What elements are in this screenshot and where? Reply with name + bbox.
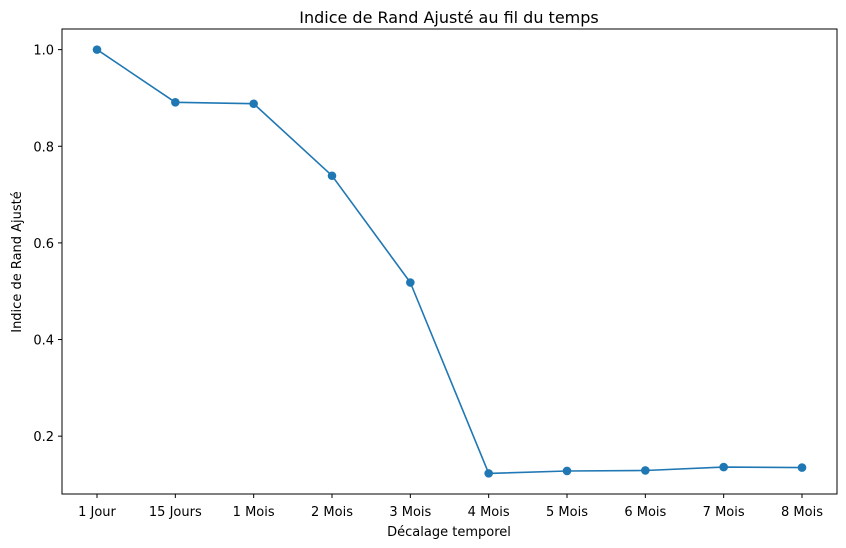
y-axis: 0.2 0.4 0.6 0.8 1.0 bbox=[33, 44, 62, 445]
y-tick-label: 0.2 bbox=[33, 430, 54, 445]
series-layer bbox=[92, 45, 807, 478]
series-line bbox=[96, 48, 803, 475]
x-tick-label: 1 Mois bbox=[233, 505, 275, 520]
data-point bbox=[641, 466, 650, 475]
data-point bbox=[171, 97, 180, 107]
x-tick-label: 3 Mois bbox=[389, 505, 431, 520]
y-tick-label: 0.4 bbox=[33, 334, 54, 349]
x-tick-label: 1 Jour bbox=[78, 505, 116, 520]
data-point bbox=[92, 45, 102, 54]
data-point bbox=[406, 278, 415, 287]
data-point bbox=[797, 463, 807, 472]
x-axis: 1 Jour 15 Jours 1 Mois 2 Mois 3 Mois 4 Mois 5 … bbox=[78, 494, 823, 520]
y-tick-label: 1.0 bbox=[33, 44, 54, 59]
x-tick-label: 15 Jours bbox=[149, 505, 202, 520]
y-tick-label: 0.6 bbox=[33, 237, 54, 252]
data-point bbox=[249, 99, 258, 109]
x-tick-label: 6 Mois bbox=[624, 505, 666, 520]
data-point bbox=[327, 171, 337, 181]
data-point bbox=[484, 469, 493, 478]
y-axis-label: Indice de Rand Ajusté bbox=[10, 191, 25, 333]
x-tick-label: 7 Mois bbox=[703, 505, 745, 520]
x-tick-label: 5 Mois bbox=[546, 505, 588, 520]
y-tick-label: 0.8 bbox=[33, 140, 54, 155]
data-point bbox=[562, 466, 572, 476]
data-point bbox=[719, 462, 728, 472]
x-tick-label: 8 Mois bbox=[781, 505, 823, 520]
x-tick-label: 2 Mois bbox=[311, 505, 353, 520]
chart-title: Indice de Rand Ajusté au fil du temps bbox=[299, 8, 599, 27]
x-tick-label: 4 Mois bbox=[468, 505, 510, 520]
x-axis-label: Décalage temporel bbox=[387, 525, 511, 540]
plot-area bbox=[61, 28, 838, 495]
